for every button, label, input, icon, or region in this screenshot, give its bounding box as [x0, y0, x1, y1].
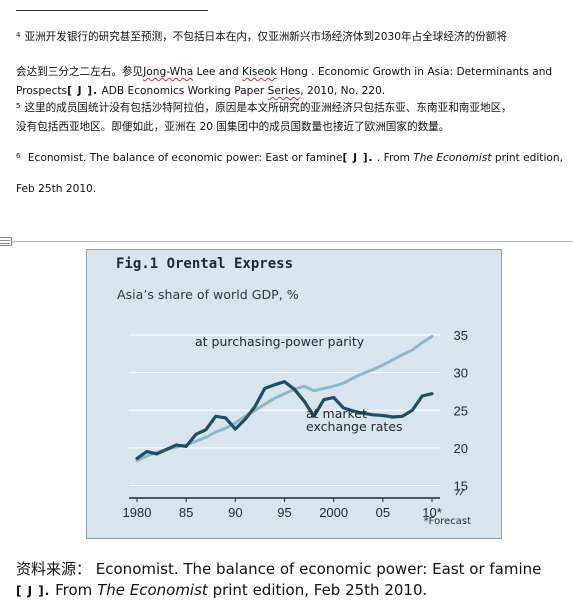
series-label-market: exchange rates [306, 419, 403, 434]
page-break-handle-icon[interactable] [0, 237, 12, 246]
chart-figure: Fig.1 Orental Express Asia’s share of wo… [86, 249, 502, 539]
series-label-ppp: at purchasing-power parity [195, 334, 365, 349]
source-publication: The Economist [97, 581, 208, 599]
footnote-number: 5 [16, 102, 21, 110]
x-tick-label: 95 [277, 505, 291, 520]
footnote-number: 4 [16, 31, 21, 39]
chart-footnote: *Forecast [423, 516, 471, 527]
footnote-4-line-3: Prospects[ J ]. ADB Economics Working Pa… [16, 83, 569, 99]
footnote-4-line-1: 4 亚洲开发银行的研究甚至预测，不包括日本在内，仅亚洲新兴市场经济体到2030年占… [16, 29, 569, 45]
footnote-6-line-2: Feb 25th 2010. [16, 181, 569, 197]
footnote-author: Jong-Wha [143, 66, 194, 78]
footnote-text: Feb 25th 2010. [16, 183, 97, 195]
y-tick-label: 35 [454, 328, 468, 343]
chart-title: Fig.1 Orental Express [116, 256, 294, 272]
x-tick-label: 1980 [123, 505, 152, 520]
footnote-text: print edition, [491, 152, 563, 164]
series-line-ppp [135, 335, 434, 463]
footnote-series: Series [267, 85, 301, 97]
y-tick-label: 20 [454, 441, 468, 456]
footnote-4-line-2: 会达到三分之二左右。参见Jong-Wha Lee and Kiseok Hong… [16, 64, 569, 80]
footnote-text: Economist. The balance of economic power… [24, 152, 343, 164]
y-tick-label: 15 [454, 478, 468, 493]
footnote-text: Hong . Economic Growth in Asia: Determin… [276, 66, 553, 78]
chart-subtitle: Asia’s share of world GDP, % [117, 287, 299, 302]
footnote-text: 没有包括西亚地区。即便如此，亚洲在 20 国集团中的成员国数量也接近了欧洲国家的… [16, 121, 450, 133]
source-text: print edition, Feb 25th 2010. [207, 581, 428, 599]
footnote-author: Kiseok [242, 66, 277, 78]
footnote-6-line-1: 6 Economist. The balance of economic pow… [16, 150, 569, 166]
chart-plot: 15 20 25 30 35 1980 85 90 95 2000 05 10* at purchasi… [123, 328, 468, 520]
footnote-text: 亚洲开发银行的研究甚至预测，不包括日本在内，仅亚洲新兴市场经济体到2030年占全… [24, 31, 507, 43]
series-label-market: at market [306, 406, 367, 421]
footnote-text: 会达到三分之二左右。参见 [16, 66, 144, 78]
footnote-bracket: [ J ]. [67, 85, 99, 97]
series-line-market [135, 380, 434, 460]
footnote-text: 这里的成员国统计没有包括沙特阿拉伯，原因是本文所研究的亚洲经济只包括东亚、东南亚… [24, 102, 512, 114]
x-tick-label: 90 [228, 505, 242, 520]
footnote-number: 6 [16, 152, 21, 160]
page-break-line [0, 241, 573, 242]
footnote-5-line-2: 没有包括西亚地区。即便如此，亚洲在 20 国集团中的成员国数量也接近了欧洲国家的… [16, 119, 569, 135]
footnote-text: , 2010, No. 220. [300, 85, 386, 97]
y-tick-label: 25 [454, 403, 468, 418]
footnote-text: Prospects [16, 85, 68, 97]
footnote-bracket: [ J ]. [342, 152, 374, 164]
x-tick-label: 10* [422, 505, 442, 520]
footnote-text: ADB Economics Working Paper [98, 85, 268, 97]
axis-break-mark [455, 488, 465, 496]
source-text: Economist. The balance of economic power… [91, 560, 542, 578]
source-text: From [50, 581, 98, 599]
footnote-text: . From [373, 152, 414, 164]
footnote-publication: The Economist [413, 152, 492, 164]
x-tick-label: 85 [179, 505, 193, 520]
footnote-separator [16, 10, 208, 11]
x-tick-label: 2000 [319, 505, 348, 520]
source-bracket: [ J ]. [16, 584, 51, 598]
source-prefix: 资料来源： [16, 560, 92, 578]
source-caption: 资料来源： Economist. The balance of economic… [16, 559, 541, 602]
footnote-5-line-1: 5 这里的成员国统计没有包括沙特阿拉伯，原因是本文所研究的亚洲经济只包括东亚、东南… [16, 100, 569, 116]
x-tick-label: 05 [376, 505, 390, 520]
footnote-text: Lee and [193, 66, 243, 78]
y-tick-label: 30 [454, 366, 468, 381]
